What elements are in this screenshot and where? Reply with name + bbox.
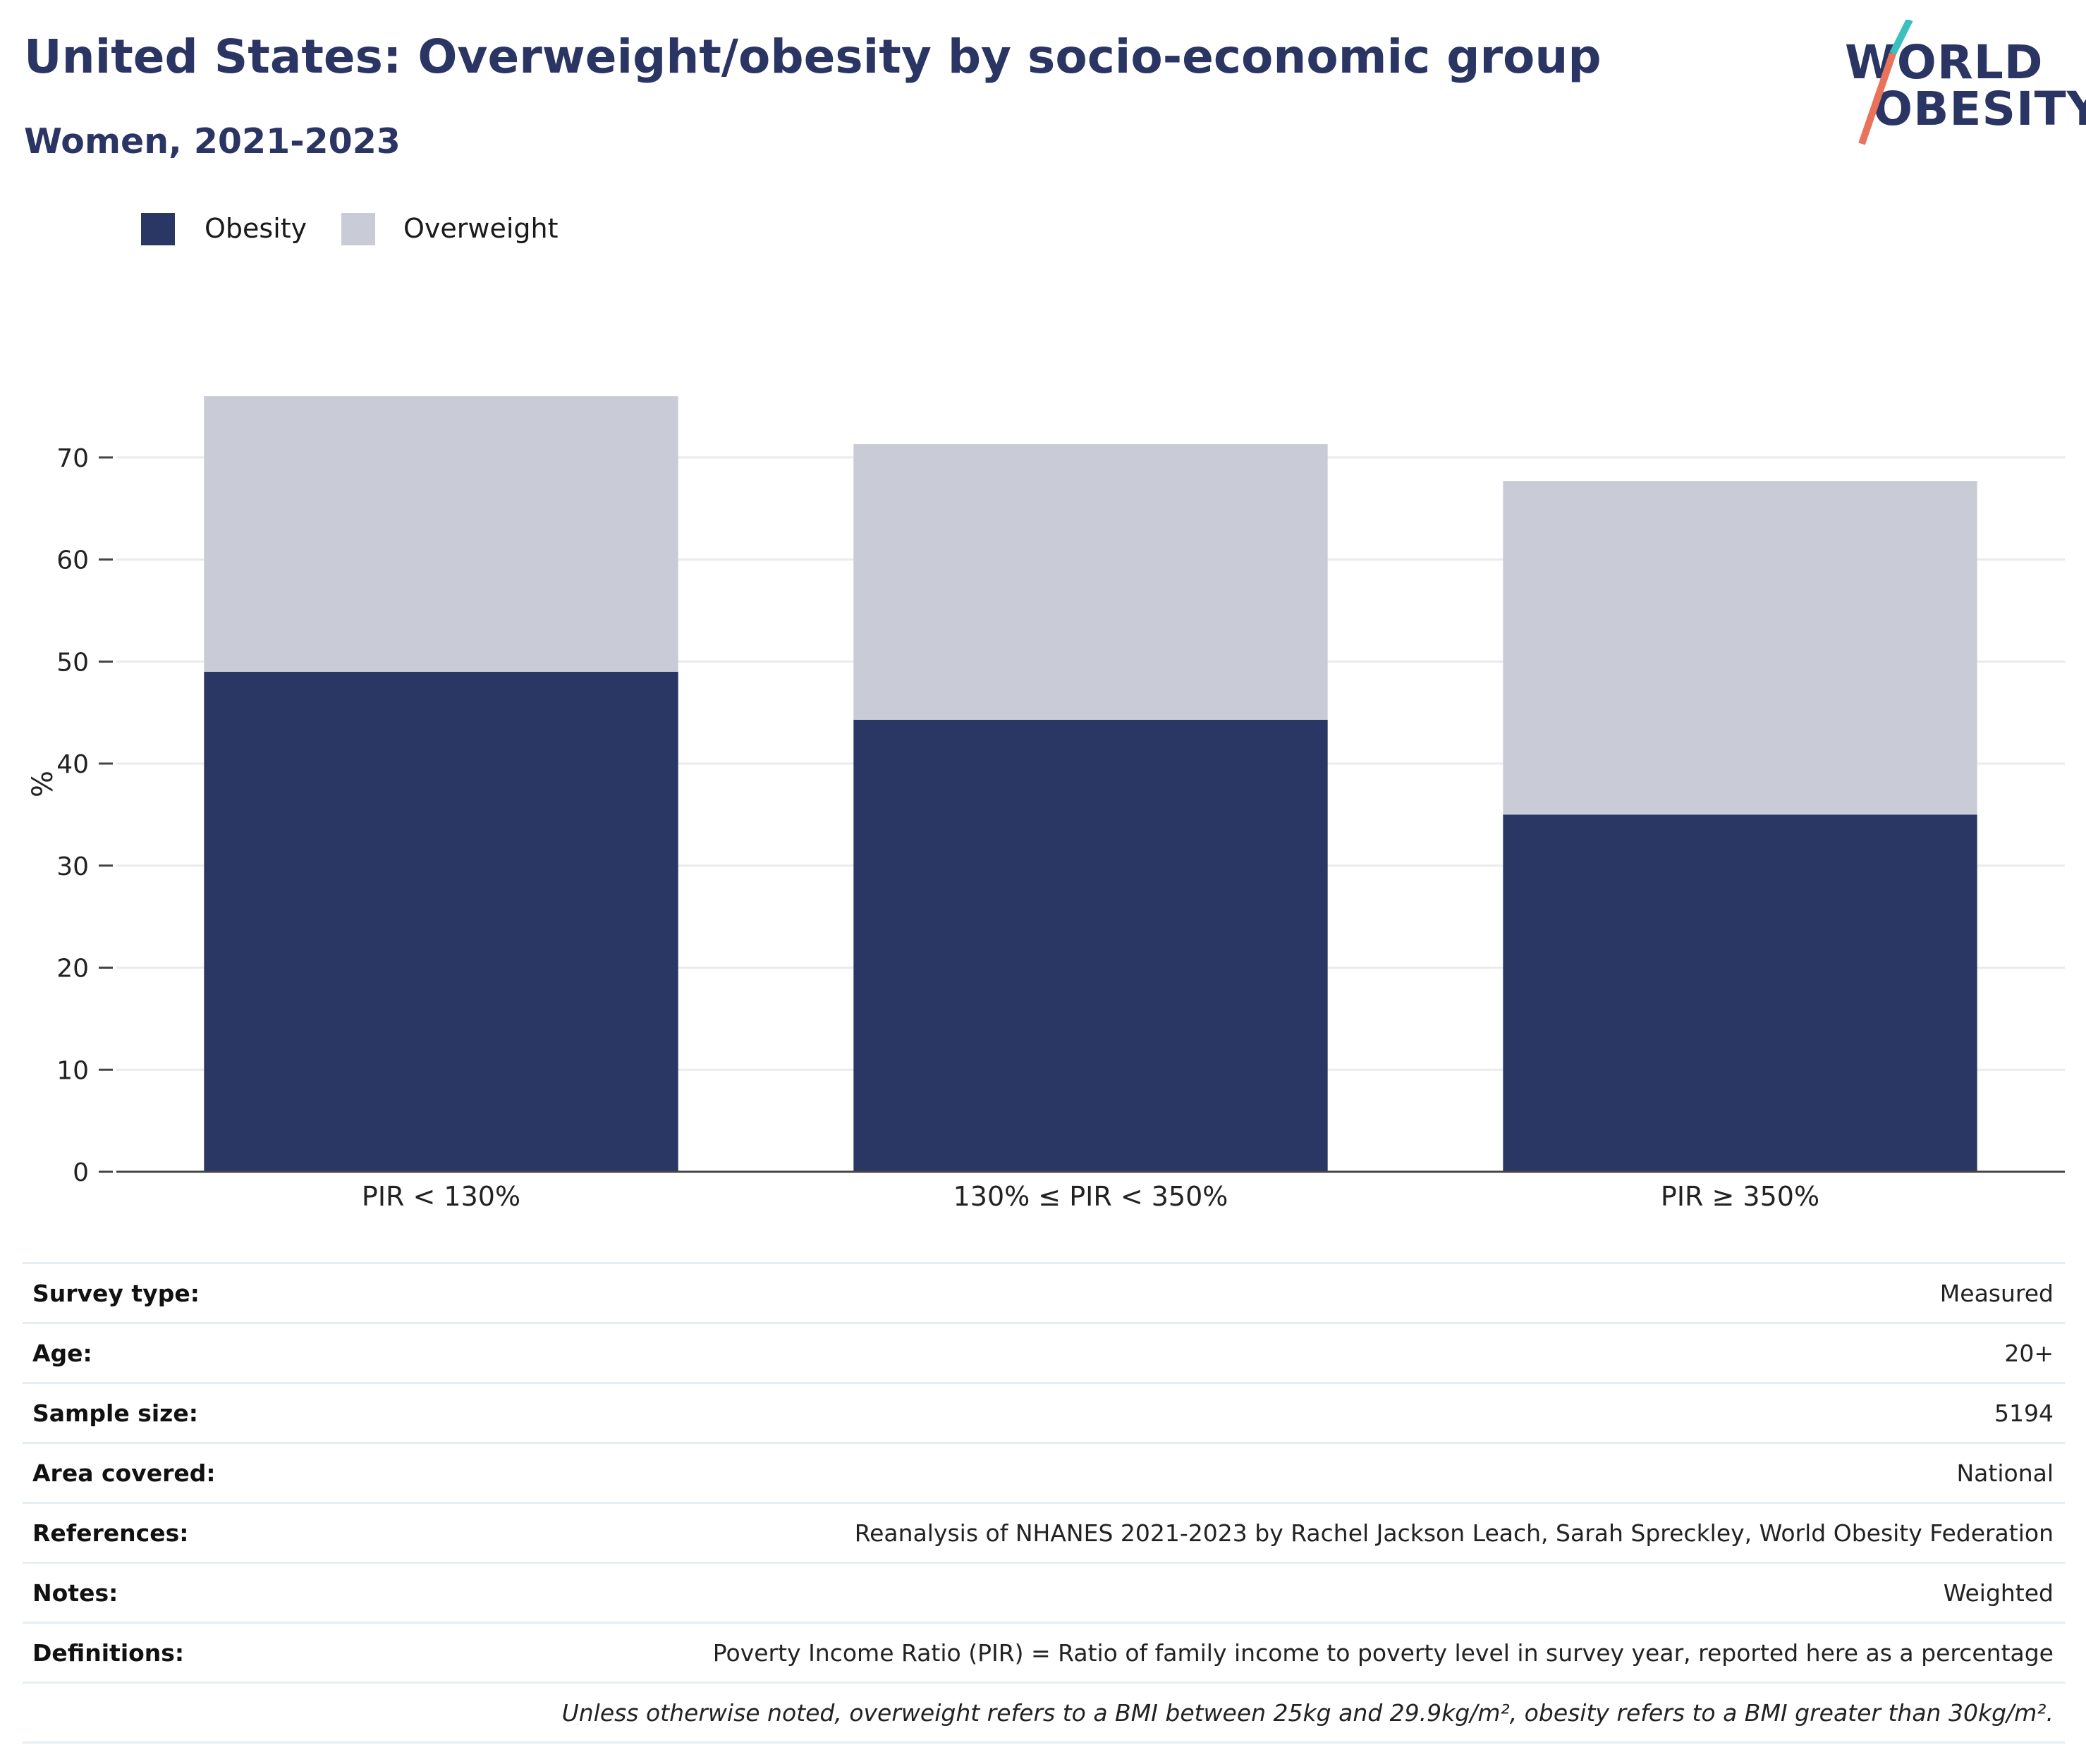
axis-layer: 0 10 20 30 40 50 60 70% PIR < 130% 130% ≤ PIR < 3…: [27, 444, 2065, 1212]
x-tick-label: 130% ≤ PIR < 350%: [953, 1181, 1228, 1212]
legend-swatch-overweight: [341, 213, 375, 245]
info-value: National: [1956, 1459, 2054, 1487]
info-value: 5194: [1994, 1399, 2054, 1427]
info-label: Definitions:: [32, 1639, 185, 1667]
bar-overweight-2: [853, 444, 1328, 720]
info-label: Sample size:: [32, 1399, 198, 1427]
info-value: Weighted: [1943, 1579, 2054, 1607]
y-tick-label: 30: [56, 852, 89, 881]
world-obesity-logo: WORLD OBESITY: [1834, 20, 2086, 147]
y-axis-title: %: [27, 771, 59, 797]
bar-overweight-1: [204, 396, 678, 672]
info-row-footnote: Unless otherwise noted, overweight refer…: [23, 1684, 2065, 1744]
info-row-references: References: Reanalysis of NHANES 2021-20…: [23, 1504, 2065, 1564]
logo-word-obesity: OBESITY: [1873, 82, 2086, 136]
info-row-age: Age: 20+: [23, 1324, 2065, 1384]
y-tick-label: 40: [56, 750, 89, 779]
info-value: Measured: [1939, 1280, 2054, 1307]
info-row-survey-type: Survey type: Measured: [23, 1262, 2065, 1324]
legend-label-obesity: Obesity: [205, 213, 307, 244]
bar-obesity-3: [1503, 814, 1977, 1172]
x-tick-label: PIR ≥ 350%: [1661, 1181, 1819, 1212]
info-row-notes: Notes: Weighted: [23, 1564, 2065, 1624]
info-label: Notes:: [32, 1579, 118, 1607]
info-value: Poverty Income Ratio (PIR) = Ratio of fa…: [712, 1639, 2054, 1667]
logo-slash-icon: [1858, 20, 1913, 145]
info-label: Area covered:: [32, 1459, 216, 1487]
page-subtitle: Women, 2021-2023: [24, 121, 401, 161]
legend-label-overweight: Overweight: [403, 213, 559, 244]
info-table: Survey type: Measured Age: 20+ Sample si…: [23, 1262, 2065, 1744]
bmi-footnote: Unless otherwise noted, overweight refer…: [561, 1699, 2054, 1727]
y-tick-label: 0: [73, 1158, 89, 1187]
bars-layer: [204, 396, 1977, 1172]
info-value: 20+: [2004, 1340, 2054, 1367]
info-value: Reanalysis of NHANES 2021-2023 by Rachel…: [854, 1519, 2054, 1547]
info-row-sample-size: Sample size: 5194: [23, 1384, 2065, 1444]
y-tick-label: 50: [56, 648, 89, 677]
logo-word-world: WORLD: [1845, 35, 2044, 90]
info-label: Survey type:: [32, 1280, 200, 1307]
x-tick-label: PIR < 130%: [362, 1181, 520, 1212]
info-label: References:: [32, 1519, 189, 1547]
bar-chart: 0 10 20 30 40 50 60 70% PIR < 130% 130% ≤ PIR < 3…: [27, 396, 2065, 1212]
logo-slash-coral: [1858, 52, 1896, 145]
legend-swatch-obesity: [141, 213, 175, 245]
bar-overweight-3: [1503, 481, 1977, 815]
info-row-definitions: Definitions: Poverty Income Ratio (PIR) …: [23, 1624, 2065, 1684]
bar-obesity-2: [853, 719, 1328, 1172]
y-tick-label: 20: [56, 955, 89, 984]
info-row-area-covered: Area covered: National: [23, 1444, 2065, 1504]
bar-obesity-1: [204, 671, 678, 1172]
y-tick-label: 60: [56, 546, 89, 575]
page-title: United States: Overweight/obesity by soc…: [24, 30, 1602, 84]
y-tick-label: 70: [56, 444, 89, 473]
y-tick-label: 10: [56, 1056, 89, 1085]
info-label: Age:: [32, 1340, 92, 1367]
logo-slash-teal: [1889, 20, 1913, 56]
